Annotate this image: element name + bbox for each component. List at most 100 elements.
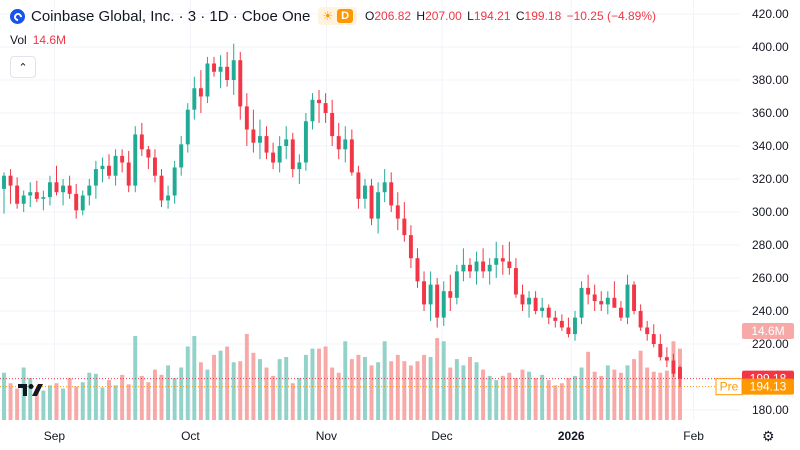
- candle: [330, 99, 335, 146]
- candle-body: [225, 66, 230, 80]
- volume-bar: [139, 375, 144, 420]
- volume-bar: [487, 375, 492, 420]
- gear-icon[interactable]: ⚙: [762, 428, 775, 444]
- session-badge: D: [337, 9, 354, 23]
- candle-body: [172, 167, 177, 196]
- candle-body: [408, 235, 413, 259]
- candle: [513, 258, 518, 298]
- candle-body: [658, 344, 663, 358]
- volume-bar: [645, 367, 650, 420]
- volume-bar: [133, 336, 138, 420]
- volume-bar: [152, 369, 157, 420]
- volume-bar: [343, 341, 348, 420]
- candle-body: [527, 297, 532, 305]
- candle: [225, 51, 230, 87]
- candle-body: [67, 185, 72, 194]
- candle: [612, 281, 617, 308]
- volume-bar: [428, 357, 433, 420]
- candle-body: [540, 307, 545, 311]
- candle: [238, 51, 243, 120]
- volume-bar: [74, 386, 79, 420]
- candle-body: [435, 284, 440, 318]
- candlesticks: [2, 43, 682, 387]
- volume-bar: [257, 359, 262, 420]
- candle: [494, 241, 499, 278]
- candle-body: [330, 113, 335, 137]
- candle-body: [402, 218, 407, 236]
- volume-bar: [527, 371, 532, 420]
- session-indicator[interactable]: ☀ D: [318, 7, 358, 25]
- candle: [454, 264, 459, 305]
- candle: [113, 149, 118, 186]
- candle: [658, 334, 663, 361]
- candle-body: [317, 99, 321, 104]
- candle-body: [395, 205, 400, 219]
- volume-bar: [422, 354, 427, 420]
- candle: [376, 182, 381, 234]
- tradingview-logo-icon[interactable]: [18, 382, 44, 398]
- symbol-title[interactable]: Coinbase Global, Inc. · 3 · 1D · Cboe On…: [31, 7, 311, 25]
- candle: [553, 311, 558, 328]
- volume-bar: [107, 380, 111, 420]
- candle: [41, 190, 46, 211]
- candle: [107, 154, 111, 179]
- volume-bar: [468, 357, 472, 420]
- candle: [264, 126, 269, 160]
- candle: [251, 109, 256, 153]
- candle-body: [251, 129, 256, 143]
- candle-body: [93, 169, 98, 186]
- candle: [80, 190, 85, 216]
- candle-body: [454, 271, 459, 298]
- candle-body: [185, 109, 190, 145]
- candle-body: [487, 264, 492, 272]
- candle: [15, 177, 20, 209]
- candle: [435, 278, 440, 328]
- candle-body: [297, 162, 302, 170]
- candle-body: [87, 185, 92, 196]
- symbol-row: Coinbase Global, Inc. · 3 · 1D · Cboe On…: [10, 7, 658, 25]
- price-tick-label: 360.00: [752, 106, 789, 120]
- candle: [284, 126, 289, 160]
- volume-label: Vol: [10, 33, 27, 47]
- candle-body: [632, 284, 637, 311]
- candle: [159, 169, 164, 208]
- volume-bar: [605, 365, 610, 420]
- candle-body: [244, 106, 249, 130]
- marker-box: [742, 378, 794, 395]
- candle: [198, 70, 203, 113]
- close-value: 199.18: [524, 9, 562, 23]
- volume-bar: [395, 354, 400, 420]
- candle: [257, 119, 262, 160]
- candle: [481, 248, 486, 278]
- volume-bar: [198, 362, 203, 420]
- price-tick-label: 300.00: [752, 205, 789, 219]
- marker-box: [742, 323, 794, 339]
- candle: [271, 142, 276, 170]
- candle-body: [159, 175, 164, 201]
- candle-body: [586, 287, 591, 295]
- volume-bar: [212, 354, 216, 420]
- candle: [448, 274, 453, 311]
- volume-bar: [146, 382, 151, 420]
- volume-marker: 14.6M: [742, 323, 794, 339]
- ohlc-values: O206.82 H207.00 L194.21 C199.18 −10.25 (…: [365, 9, 658, 23]
- candle-body: [559, 320, 564, 328]
- volume-bar: [553, 385, 558, 420]
- candle-body: [218, 66, 223, 72]
- candle-body: [625, 284, 630, 318]
- volume-bar: [500, 375, 505, 420]
- volume-bar: [632, 359, 637, 420]
- candle-body: [238, 60, 243, 107]
- candle: [323, 93, 328, 123]
- sun-icon: ☀: [322, 9, 334, 23]
- collapse-legend-button[interactable]: ⌃: [10, 56, 36, 78]
- candle: [441, 281, 446, 326]
- volume-bar: [303, 354, 308, 420]
- time-axis: Sep Oct Nov Dec 2026 Feb: [44, 429, 705, 443]
- volume-bar: [513, 378, 518, 420]
- candle-body: [264, 136, 269, 153]
- candle: [139, 122, 144, 156]
- candle: [54, 165, 59, 196]
